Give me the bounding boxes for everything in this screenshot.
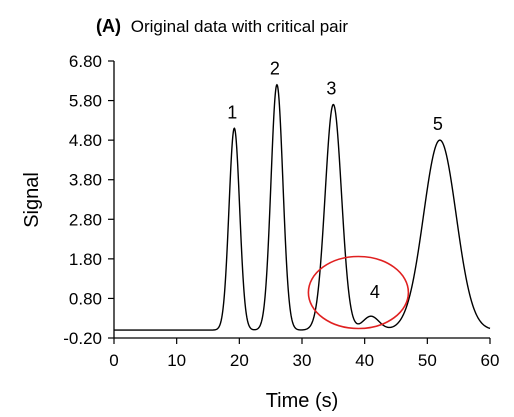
critical-pair-highlight-ellipse <box>307 255 410 330</box>
y-tick-label: 3.80 <box>69 171 102 190</box>
y-tick-label: 1.80 <box>69 250 102 269</box>
signal-series-line <box>114 83 491 331</box>
chart-title-prefix: (A) <box>96 16 121 36</box>
peak-label: 1 <box>227 102 237 122</box>
x-axis-ticks: 0 10 20 30 40 50 60 <box>109 338 499 370</box>
y-tick-label: 4.80 <box>69 131 102 150</box>
x-axis-title: Time (s) <box>266 390 339 412</box>
chart-title-text: Original data with critical pair <box>131 17 349 36</box>
y-axis-title: Signal <box>21 172 43 228</box>
x-tick-label: 40 <box>355 351 374 370</box>
x-tick-label: 0 <box>109 351 118 370</box>
x-tick-label: 60 <box>481 351 500 370</box>
x-tick-label: 30 <box>293 351 312 370</box>
chart-title: (A) Original data with critical pair <box>96 16 348 36</box>
peak-labels: 1 2 3 4 5 <box>227 59 443 302</box>
x-tick-label: 20 <box>230 351 249 370</box>
y-tick-label: 0.80 <box>69 289 102 308</box>
y-tick-label: 6.80 <box>69 52 102 71</box>
peak-label: 2 <box>270 59 280 79</box>
y-tick-label: 2.80 <box>69 210 102 229</box>
peak-label: 5 <box>433 114 443 134</box>
x-tick-label: 50 <box>418 351 437 370</box>
y-tick-label: 5.80 <box>69 92 102 111</box>
y-tick-label: -0.20 <box>63 329 102 348</box>
y-axis-ticks: -0.20 0.80 1.80 2.80 3.80 4.80 5.80 6.80 <box>63 52 114 348</box>
x-tick-label: 10 <box>167 351 186 370</box>
peak-label: 4 <box>370 282 380 302</box>
peak-label: 3 <box>326 79 336 99</box>
